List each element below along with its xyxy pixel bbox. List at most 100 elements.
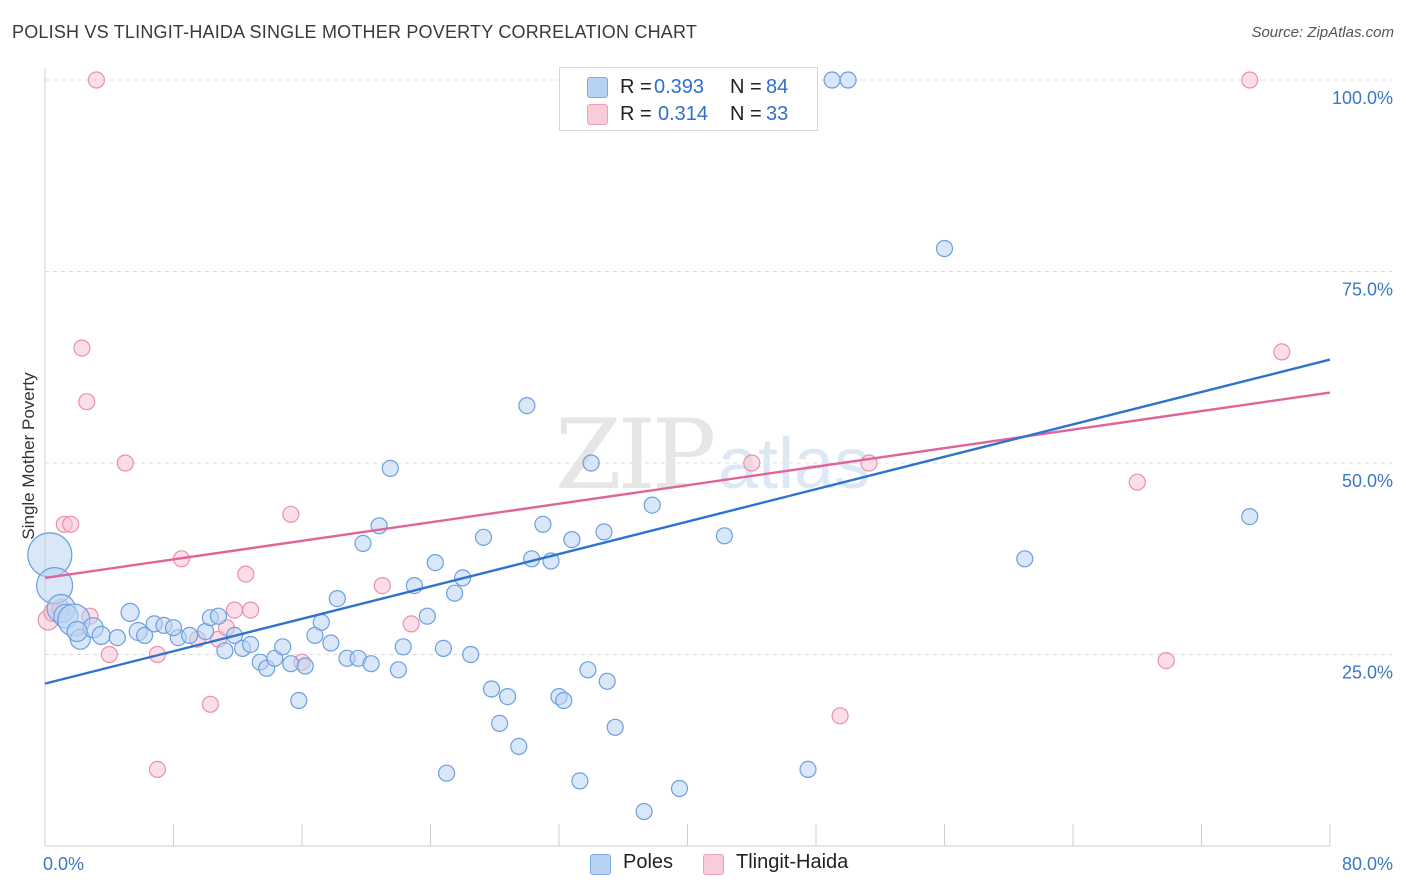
poles-point: [434, 639, 452, 658]
y-tick-label: 50.0%: [1342, 471, 1393, 491]
poles-point: [491, 714, 509, 733]
poles-point: [839, 71, 857, 89]
poles-point: [242, 635, 260, 654]
tlingit-haida-point: [1128, 473, 1146, 491]
tlingit-haida-point: [73, 339, 91, 357]
poles-point: [518, 397, 536, 415]
poles-n-value: 84: [766, 75, 789, 98]
tlingit-haida-point: [100, 645, 118, 664]
poles-legend-swatch: [590, 854, 611, 875]
tlingit-haida-point: [116, 454, 134, 472]
y-axis-title: Single Mother Poverty: [19, 372, 38, 540]
poles-point: [282, 655, 300, 673]
poles-point: [426, 553, 444, 572]
poles-point: [66, 620, 88, 643]
tlingit-haida-point: [373, 576, 391, 595]
tlingit-haida-point: [1273, 343, 1291, 361]
poles-point: [181, 626, 199, 645]
poles-point: [328, 589, 346, 608]
tlingit-haida-point: [402, 615, 420, 633]
poles-r-value: 0.393: [654, 75, 705, 98]
poles-point: [643, 496, 661, 514]
poles-point: [715, 527, 734, 545]
poles-points: [27, 71, 1259, 821]
r-label: R =: [620, 102, 652, 125]
poles-point: [499, 687, 517, 706]
poles-point: [164, 619, 183, 637]
x-tick-label: 80.0%: [1342, 854, 1393, 874]
watermark-zip: ZIP: [555, 399, 714, 511]
tlingit-haida-point: [225, 601, 244, 619]
watermark: ZIP atlas: [555, 399, 870, 511]
poles-point: [670, 779, 689, 798]
tlingit-haida-point: [148, 760, 166, 779]
r-label: R =: [620, 75, 652, 98]
tlingit-haida-point: [62, 515, 80, 533]
tlingit-haida-point: [87, 71, 106, 89]
poles-point: [823, 71, 841, 89]
poles-point: [606, 718, 624, 736]
tlingit-swatch: [587, 103, 608, 125]
tlingit-legend-label: Tlingit-Haida: [736, 851, 849, 873]
tlingit-haida-trendline: [44, 391, 1331, 580]
poles-point: [510, 737, 528, 756]
n-label: N =: [730, 102, 762, 125]
poles-point: [1241, 507, 1259, 526]
tlingit-haida-point: [282, 505, 300, 523]
n-label: N =: [730, 75, 762, 98]
poles-point: [322, 634, 340, 652]
tlingit-r-value: 0.314: [658, 102, 709, 125]
poles-point: [462, 645, 480, 664]
tlingit-haida-point: [242, 601, 260, 619]
poles-point: [598, 672, 616, 690]
stats-legend: R = 0.393 N = 84 R = 0.314 N = 33: [559, 67, 818, 131]
axes: [44, 68, 1331, 847]
poles-point: [582, 454, 600, 472]
poles-point: [482, 680, 501, 698]
poles-point: [108, 628, 126, 647]
poles-point: [381, 459, 399, 477]
poles-point: [418, 607, 436, 625]
tlingit-n-value: 33: [766, 102, 789, 125]
poles-point: [216, 642, 234, 660]
tlingit-haida-point: [78, 393, 96, 411]
poles-legend-label: Poles: [623, 851, 674, 873]
poles-point: [555, 691, 573, 710]
poles-point: [209, 607, 228, 625]
chart-title: POLISH VS TLINGIT-HAIDA SINGLE MOTHER PO…: [12, 22, 698, 42]
poles-point: [354, 534, 372, 553]
tlingit-haida-point: [1157, 651, 1175, 670]
tlingit-haida-point: [831, 707, 849, 725]
poles-point: [446, 584, 464, 602]
y-tick-label: 25.0%: [1342, 663, 1393, 683]
poles-point: [635, 802, 653, 821]
tlingit-haida-point: [743, 454, 761, 472]
poles-point: [362, 655, 380, 673]
poles-point: [389, 661, 407, 679]
watermark-atlas: atlas: [718, 424, 870, 504]
y-tick-label: 75.0%: [1342, 280, 1393, 300]
poles-point: [579, 661, 597, 679]
tlingit-legend-swatch: [703, 854, 724, 875]
poles-point: [91, 625, 111, 646]
poles-point: [120, 602, 140, 623]
poles-point: [438, 764, 456, 782]
tlingit-haida-point: [1241, 71, 1259, 89]
poles-point: [274, 638, 292, 656]
poles-point: [563, 530, 581, 549]
poles-point: [290, 691, 308, 710]
poles-point: [799, 760, 817, 779]
tlingit-haida-point: [201, 695, 219, 713]
trendlines: [44, 358, 1331, 685]
source-label: Source: ZipAtlas.com: [1251, 24, 1394, 41]
poles-point: [136, 626, 154, 645]
poles-point: [571, 772, 589, 790]
poles-point: [394, 638, 412, 656]
poles-swatch: [587, 76, 608, 98]
poles-point: [474, 528, 493, 546]
x-tick-label: 0.0%: [43, 854, 84, 874]
poles-trendline: [44, 358, 1331, 685]
poles-point: [935, 239, 954, 258]
y-tick-label: 100.0%: [1332, 88, 1393, 108]
